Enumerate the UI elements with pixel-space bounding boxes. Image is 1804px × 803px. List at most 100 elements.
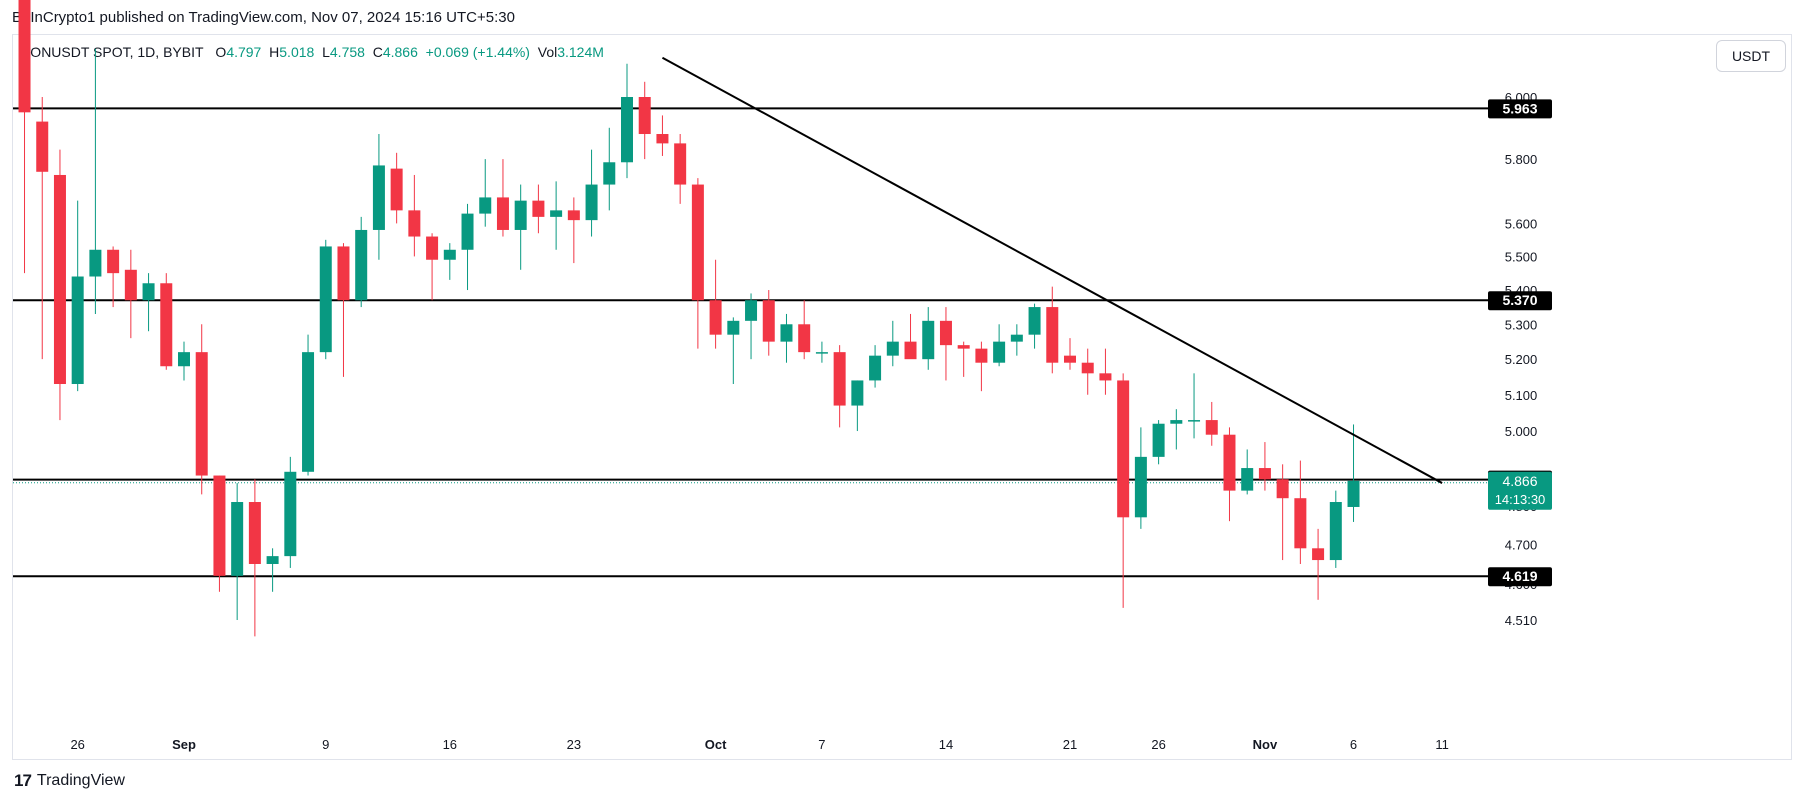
candle[interactable] — [124, 249, 137, 339]
candle[interactable] — [178, 341, 190, 381]
candle[interactable] — [727, 317, 740, 385]
open-value: 4.797 — [226, 44, 262, 60]
candle[interactable] — [869, 345, 882, 388]
candle[interactable] — [532, 184, 545, 234]
candle[interactable] — [886, 320, 899, 367]
candle[interactable] — [319, 239, 332, 360]
candle-body — [142, 283, 155, 301]
candle[interactable] — [461, 203, 474, 291]
candle[interactable] — [993, 324, 1006, 367]
candle[interactable] — [390, 152, 403, 224]
candle[interactable] — [939, 307, 952, 381]
candle[interactable] — [514, 184, 527, 270]
candle[interactable] — [248, 479, 261, 637]
candle[interactable] — [1010, 324, 1023, 356]
candle[interactable] — [1294, 460, 1307, 564]
candle[interactable] — [195, 324, 208, 495]
candle[interactable] — [1046, 286, 1059, 374]
candle[interactable] — [266, 548, 279, 592]
candle[interactable] — [426, 233, 439, 301]
candle-body — [1081, 362, 1094, 374]
candle[interactable] — [691, 178, 704, 349]
candle[interactable] — [585, 149, 598, 237]
candle[interactable] — [1170, 409, 1183, 450]
time-axis[interactable]: 26 Sep 9 16 23 Oct 7 14 21 26 Nov 6 11 — [70, 737, 1448, 752]
candle-body — [160, 283, 173, 367]
candle[interactable] — [18, 0, 31, 274]
candle-body — [585, 184, 598, 221]
candle[interactable] — [89, 48, 102, 314]
candle[interactable] — [496, 159, 509, 237]
candle-body — [815, 352, 828, 354]
candle-body — [1099, 373, 1112, 381]
candle[interactable] — [780, 313, 793, 363]
candle[interactable] — [1117, 373, 1130, 608]
candle[interactable] — [656, 115, 669, 156]
candle[interactable] — [709, 259, 722, 349]
candle-body — [904, 341, 917, 360]
candle[interactable] — [372, 134, 385, 260]
candle[interactable] — [638, 81, 651, 160]
y-tick-label: 5.800 — [1505, 152, 1538, 167]
candle[interactable] — [302, 334, 315, 476]
candle[interactable] — [798, 300, 811, 360]
candle-body — [603, 162, 616, 185]
price-axis[interactable]: 4.5104.6004.7004.8005.0005.1005.2005.300… — [1505, 90, 1538, 628]
candle[interactable] — [922, 307, 935, 370]
candle[interactable] — [674, 134, 687, 204]
candle[interactable] — [550, 181, 563, 250]
currency-button[interactable]: USDT — [1716, 40, 1786, 72]
candle[interactable] — [1188, 373, 1201, 439]
candle[interactable] — [53, 149, 66, 421]
candle[interactable] — [443, 243, 456, 280]
candle[interactable] — [815, 341, 828, 363]
candle[interactable] — [1312, 528, 1325, 600]
candle-body — [762, 300, 775, 342]
candle[interactable] — [833, 345, 846, 428]
candle[interactable] — [284, 456, 297, 568]
candle[interactable] — [142, 273, 155, 332]
candle[interactable] — [567, 197, 580, 264]
candle[interactable] — [1152, 420, 1165, 465]
candle[interactable] — [479, 159, 492, 227]
tradingview-logo[interactable]: 17 TradingView — [14, 771, 125, 791]
candle[interactable] — [1276, 464, 1289, 561]
candle[interactable] — [1064, 338, 1076, 370]
trendline[interactable] — [661, 56, 1443, 484]
candle-body — [18, 0, 31, 113]
candle-body — [550, 210, 563, 217]
candle[interactable] — [1223, 427, 1236, 522]
candle-body — [621, 97, 633, 163]
candle[interactable] — [231, 483, 244, 620]
candle[interactable] — [1081, 348, 1094, 395]
candle[interactable] — [603, 127, 616, 211]
candle[interactable] — [1258, 442, 1271, 491]
candle[interactable] — [762, 290, 775, 356]
candle[interactable] — [904, 313, 917, 360]
candle[interactable] — [337, 243, 350, 377]
candle-body — [1241, 468, 1254, 491]
candle[interactable] — [1205, 401, 1218, 446]
candle[interactable] — [957, 341, 970, 377]
candle[interactable] — [621, 63, 633, 179]
candle[interactable] — [851, 380, 864, 432]
candle[interactable] — [1134, 427, 1147, 529]
candle-body — [1205, 420, 1218, 435]
candle[interactable] — [1329, 490, 1342, 568]
candle[interactable] — [71, 200, 84, 392]
candle[interactable] — [213, 475, 226, 592]
candle[interactable] — [1241, 449, 1254, 495]
candle[interactable] — [355, 216, 368, 308]
candle[interactable] — [1347, 424, 1360, 522]
candle[interactable] — [1099, 348, 1112, 395]
candle[interactable] — [745, 293, 758, 360]
candle[interactable] — [36, 97, 49, 360]
candle[interactable] — [975, 341, 988, 392]
candle[interactable] — [160, 273, 173, 370]
candle[interactable] — [1028, 303, 1041, 349]
candle[interactable] — [107, 246, 120, 308]
candle-body — [567, 210, 580, 221]
candle[interactable] — [408, 174, 421, 257]
